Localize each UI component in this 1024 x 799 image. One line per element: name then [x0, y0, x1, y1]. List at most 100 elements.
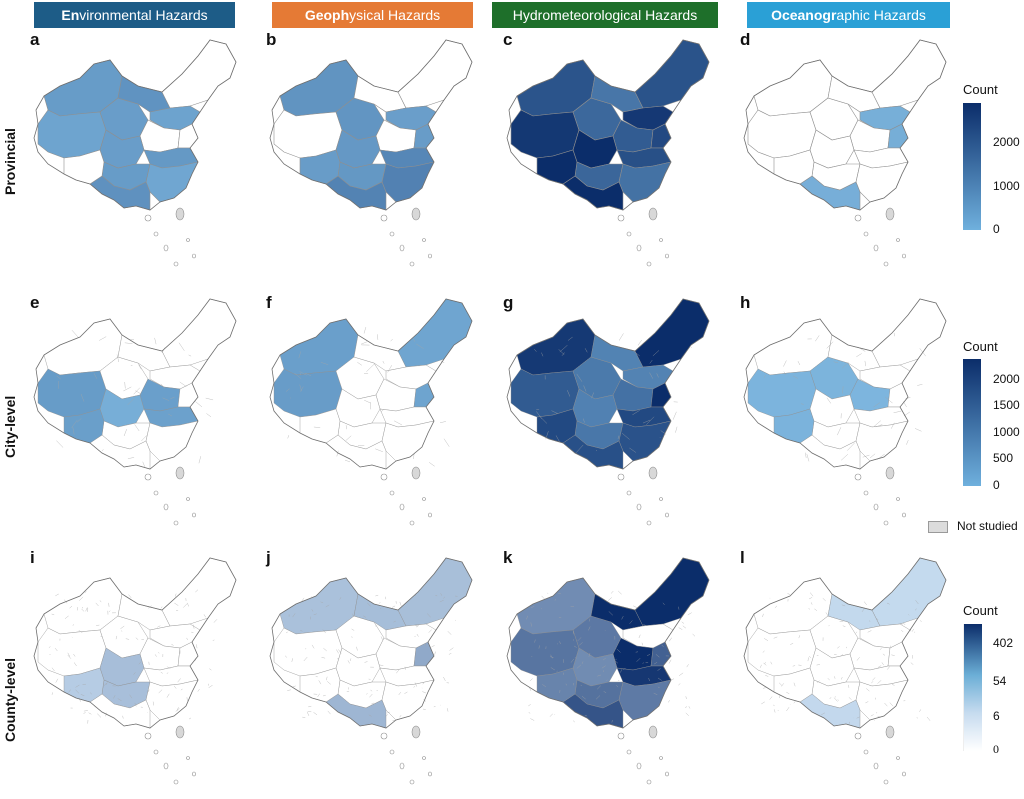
map-boundary-line: [64, 615, 69, 619]
map-boundary-line: [101, 449, 104, 452]
island: [885, 725, 895, 739]
map-boundary-line: [422, 682, 425, 685]
map-boundary-line: [300, 386, 304, 392]
map-boundary-line: [392, 720, 396, 722]
map-boundary-line: [157, 625, 161, 628]
map-boundary-line: [299, 384, 302, 392]
island: [173, 261, 179, 267]
country-outline: [743, 39, 947, 211]
map-boundary-line: [390, 338, 393, 342]
map-boundary-line: [800, 403, 804, 405]
map-boundary-line: [327, 710, 331, 715]
map-boundary-line: [842, 386, 844, 394]
map-boundary-line: [416, 633, 419, 637]
map-boundary-line: [778, 682, 783, 686]
map-boundary-line: [797, 361, 801, 366]
map-boundary-line: [51, 692, 53, 695]
map-region: [510, 627, 580, 677]
map-boundary-line: [615, 658, 617, 661]
map-boundary-line: [115, 635, 118, 640]
map-boundary-line: [141, 435, 147, 442]
map-boundary-line: [550, 654, 553, 659]
map-boundary-line: [321, 657, 326, 659]
map-boundary-line: [127, 457, 135, 459]
map-boundary-line: [68, 689, 71, 693]
map-boundary-line: [826, 397, 832, 404]
map-boundary-line: [806, 453, 810, 462]
map-boundary-line: [71, 420, 78, 428]
map-region: [397, 39, 473, 109]
map-boundary-line: [616, 648, 621, 653]
map-boundary-line: [375, 448, 383, 452]
map-boundary-line: [379, 664, 384, 666]
panel-letter-f: f: [266, 293, 272, 312]
island: [173, 779, 179, 785]
map-boundary-line: [384, 714, 389, 718]
map-boundary-line: [195, 401, 203, 408]
legend-bar-county: [963, 624, 982, 751]
island: [896, 238, 900, 242]
map-boundary-line: [285, 388, 290, 392]
map-boundary-line: [171, 644, 174, 646]
map-boundary-line: [122, 715, 124, 719]
map-boundary-line: [74, 372, 82, 375]
map-boundary-line: [567, 336, 573, 341]
map-boundary-line: [454, 619, 456, 621]
island: [883, 261, 889, 267]
map-boundary-line: [325, 604, 330, 608]
island: [163, 503, 169, 511]
map-boundary-line: [304, 372, 312, 376]
map-boundary-line: [616, 685, 619, 688]
map-boundary-line: [439, 421, 446, 423]
map-boundary-line: [574, 645, 577, 648]
map-boundary-line: [186, 697, 188, 702]
legend-tick: 2000: [993, 135, 1020, 149]
map-boundary-line: [351, 636, 353, 638]
map-boundary-line: [760, 664, 762, 668]
map-boundary-line: [530, 622, 532, 627]
island: [902, 771, 906, 777]
map-boundary-line: [178, 342, 185, 351]
map-boundary-line: [399, 601, 402, 606]
map-boundary-line: [865, 701, 869, 704]
map-boundary-line: [414, 625, 419, 627]
map-boundary-line: [298, 351, 301, 359]
map-boundary-line: [866, 688, 870, 692]
china-map-d: [743, 39, 947, 267]
map-region: [747, 627, 817, 677]
map-boundary-line: [622, 668, 626, 670]
legend-tick: 2000: [993, 372, 1020, 386]
island: [665, 253, 669, 259]
map-boundary-line: [135, 390, 142, 395]
map-region: [634, 39, 710, 109]
map-boundary-line: [120, 630, 123, 632]
map-boundary-line: [655, 654, 660, 658]
map-boundary-line: [891, 654, 895, 656]
map-boundary-line: [891, 422, 895, 429]
map-boundary-line: [672, 411, 677, 420]
country-outline: [269, 557, 473, 729]
map-region: [37, 368, 107, 418]
map-boundary-line: [337, 658, 340, 660]
panel-letter-h: h: [740, 293, 751, 312]
map-region: [161, 39, 237, 109]
map-boundary-line: [336, 450, 339, 457]
map-region: [273, 368, 343, 418]
map-boundary-line: [148, 689, 150, 693]
map-boundary-line: [73, 662, 77, 667]
island: [648, 725, 658, 739]
map-boundary-line: [120, 625, 125, 629]
map-boundary-line: [51, 667, 55, 672]
map-boundary-line: [793, 682, 796, 687]
map-boundary-line: [551, 410, 558, 414]
map-boundary-line: [299, 371, 307, 376]
map-boundary-line: [431, 645, 435, 648]
map-boundary-line: [127, 398, 135, 406]
map-boundary-line: [55, 593, 59, 597]
country-outline: [269, 39, 473, 211]
map-boundary-line: [69, 605, 73, 609]
map-boundary-line: [541, 595, 546, 600]
map-boundary-line: [773, 636, 778, 639]
legend-tick: 402: [993, 636, 1014, 650]
map-boundary-line: [891, 684, 895, 686]
